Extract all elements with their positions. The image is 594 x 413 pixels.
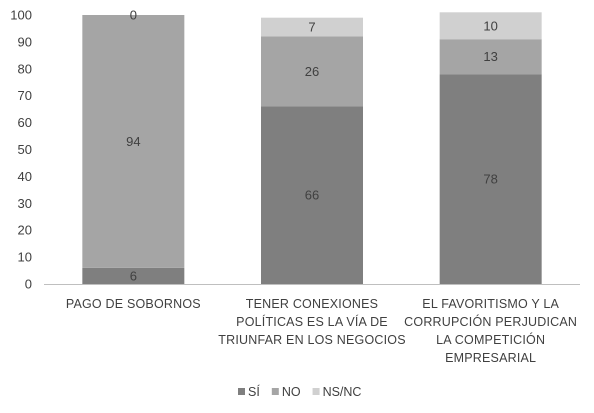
legend-item: NS/NC <box>312 385 362 399</box>
data-label: 26 <box>305 64 319 79</box>
data-label: 94 <box>126 134 140 149</box>
data-label: 10 <box>483 18 497 33</box>
legend-item: NO <box>271 385 301 399</box>
data-label: 66 <box>305 188 319 203</box>
y-tick-label: 50 <box>18 142 32 157</box>
y-tick-label: 80 <box>18 61 32 76</box>
bar-segment <box>261 106 363 285</box>
data-label: 13 <box>483 49 497 64</box>
x-axis-categories: PAGO DE SOBORNOS TENER CONEXIONES POLÍTICA… <box>66 297 577 365</box>
y-tick-label: 30 <box>18 196 32 211</box>
bar-segment <box>439 74 542 285</box>
data-label: 78 <box>483 172 497 187</box>
legend-label: NO <box>282 385 301 399</box>
y-tick-label: 10 <box>18 250 32 265</box>
y-tick-label: 0 <box>25 277 32 292</box>
y-tick-label: 90 <box>18 34 32 49</box>
bar-segment <box>82 267 185 284</box>
y-axis: 0 10 20 30 40 50 60 70 80 90 100 <box>10 8 32 292</box>
legend-item: SÍ <box>238 384 260 399</box>
bars: 6 94 0 66 26 7 78 13 10 <box>82 8 542 285</box>
y-tick-label: 70 <box>18 88 32 103</box>
data-label: 7 <box>308 20 315 35</box>
bar-segment <box>439 12 542 40</box>
bar-segment <box>439 39 542 75</box>
legend-swatch <box>238 388 245 395</box>
legend-swatch <box>312 388 320 395</box>
y-tick-label: 60 <box>18 115 32 130</box>
legend-swatch <box>271 388 279 395</box>
x-tick-label: PAGO DE SOBORNOS <box>66 297 201 311</box>
x-tick-label: TENER CONEXIONES POLÍTICAS ES LA VÍA DE TR… <box>218 297 405 347</box>
y-tick-label: 20 <box>18 223 32 238</box>
bar-segment <box>82 15 185 268</box>
legend-label: SÍ <box>248 384 260 399</box>
bar-segment <box>261 36 363 107</box>
legend-label: NS/NC <box>323 385 362 399</box>
x-tick-label: EL FAVORITISMO Y LA CORRUPCIÓN PERJUDICAN… <box>404 297 577 365</box>
data-label: 0 <box>130 8 137 23</box>
y-tick-label: 40 <box>18 169 32 184</box>
bar-segment <box>261 17 363 37</box>
y-tick-label: 100 <box>10 8 32 23</box>
legend: SÍ NO NS/NC <box>238 384 361 399</box>
data-label: 6 <box>130 268 137 283</box>
